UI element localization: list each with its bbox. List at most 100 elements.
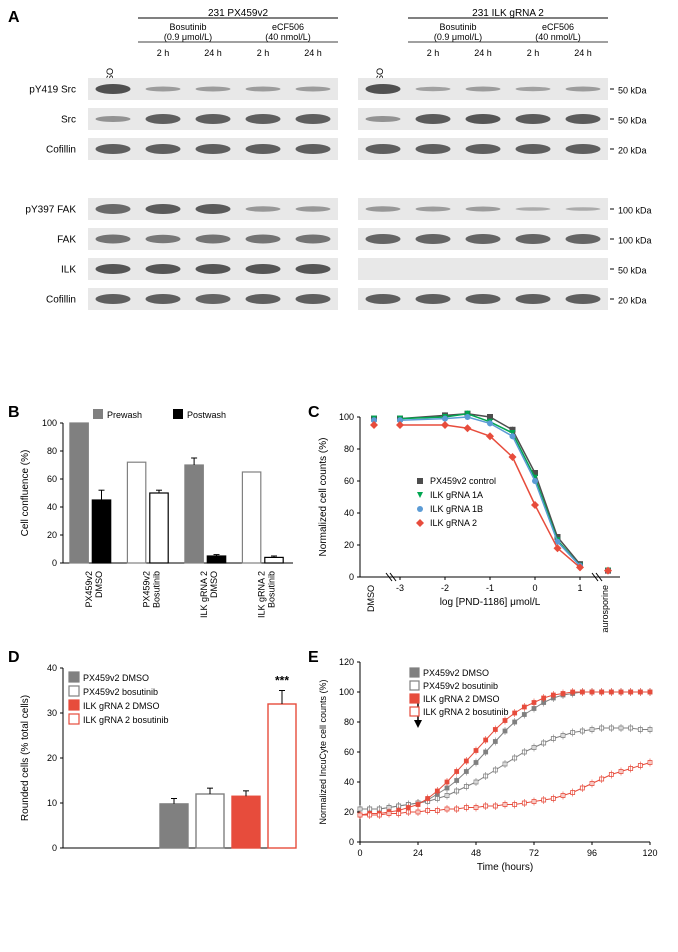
svg-text:FAK: FAK bbox=[57, 234, 76, 245]
svg-text:1: 1 bbox=[577, 583, 582, 593]
svg-text:80: 80 bbox=[344, 717, 354, 727]
svg-text:ILK gRNA 2 bosutinib: ILK gRNA 2 bosutinib bbox=[83, 715, 169, 725]
svg-text:72: 72 bbox=[529, 848, 539, 858]
svg-text:60: 60 bbox=[47, 474, 57, 484]
svg-text:40: 40 bbox=[344, 777, 354, 787]
svg-text:Rounded cells (% total cells): Rounded cells (% total cells) bbox=[20, 695, 31, 821]
svg-text:PX459v2 bosutinib: PX459v2 bosutinib bbox=[423, 681, 498, 691]
svg-text:pY419 Src: pY419 Src bbox=[29, 84, 76, 95]
svg-text:100: 100 bbox=[339, 687, 354, 697]
svg-text:eCF506: eCF506 bbox=[272, 22, 304, 32]
svg-text:Bosutinib: Bosutinib bbox=[266, 571, 276, 608]
svg-text:Postwash: Postwash bbox=[187, 410, 226, 420]
svg-text:0: 0 bbox=[349, 572, 354, 582]
panel-d: D010203040Rounded cells (% total cells)*… bbox=[8, 648, 308, 881]
svg-text:ILK gRNA 1A: ILK gRNA 1A bbox=[430, 490, 483, 500]
svg-text:Bosutinib: Bosutinib bbox=[169, 22, 206, 32]
svg-text:20: 20 bbox=[344, 540, 354, 550]
svg-text:ILK gRNA 2: ILK gRNA 2 bbox=[256, 571, 266, 618]
svg-text:Normalized cell counts (%): Normalized cell counts (%) bbox=[318, 438, 329, 557]
svg-text:100 kDa: 100 kDa bbox=[618, 205, 652, 215]
svg-text:10: 10 bbox=[47, 798, 57, 808]
panel-d-svg: D010203040Rounded cells (% total cells)*… bbox=[8, 648, 308, 878]
svg-text:(40 nmol/L): (40 nmol/L) bbox=[535, 32, 581, 42]
svg-text:2 h: 2 h bbox=[427, 48, 440, 58]
svg-text:ILK gRNA 1B: ILK gRNA 1B bbox=[430, 504, 483, 514]
svg-text:pY397 FAK: pY397 FAK bbox=[25, 204, 76, 215]
svg-text:DMSO: DMSO bbox=[366, 585, 376, 612]
svg-text:24 h: 24 h bbox=[204, 48, 222, 58]
panel-e: E020406080100120024487296120Normalized I… bbox=[308, 648, 668, 881]
svg-text:2 h: 2 h bbox=[157, 48, 170, 58]
svg-text:B: B bbox=[8, 404, 20, 421]
figure-container: A231 PX459v2231 ILK gRNA 2Bosutinib(0.9 … bbox=[0, 0, 678, 889]
svg-text:(0.9 μmol/L): (0.9 μmol/L) bbox=[164, 32, 212, 42]
svg-text:Staurosporine: Staurosporine bbox=[600, 585, 610, 633]
svg-text:231 ILK gRNA 2: 231 ILK gRNA 2 bbox=[472, 8, 544, 19]
svg-text:PX459v2 DMSO: PX459v2 DMSO bbox=[423, 668, 489, 678]
svg-text:0: 0 bbox=[349, 837, 354, 847]
svg-text:40: 40 bbox=[47, 502, 57, 512]
svg-text:100: 100 bbox=[339, 412, 354, 422]
svg-text:0: 0 bbox=[52, 843, 57, 853]
svg-text:PX459v2: PX459v2 bbox=[141, 571, 151, 608]
svg-text:DMSO: DMSO bbox=[94, 571, 104, 598]
svg-text:20: 20 bbox=[344, 807, 354, 817]
svg-text:24 h: 24 h bbox=[474, 48, 492, 58]
svg-text:***: *** bbox=[275, 674, 289, 688]
svg-text:Cofillin: Cofillin bbox=[46, 144, 76, 155]
svg-text:ILK gRNA 2: ILK gRNA 2 bbox=[430, 518, 477, 528]
panel-a: A231 PX459v2231 ILK gRNA 2Bosutinib(0.9 … bbox=[8, 8, 670, 391]
svg-text:20: 20 bbox=[47, 753, 57, 763]
svg-text:ILK gRNA 2 bosutinib: ILK gRNA 2 bosutinib bbox=[423, 707, 509, 717]
svg-text:80: 80 bbox=[344, 444, 354, 454]
svg-text:A: A bbox=[8, 9, 20, 26]
svg-text:20 kDa: 20 kDa bbox=[618, 295, 647, 305]
svg-text:2 h: 2 h bbox=[527, 48, 540, 58]
svg-text:E: E bbox=[308, 649, 319, 666]
svg-text:ILK: ILK bbox=[61, 264, 76, 275]
svg-text:PX459v2 control: PX459v2 control bbox=[430, 476, 496, 486]
svg-text:Bosutinib: Bosutinib bbox=[151, 571, 161, 608]
panel-b-svg: B020406080100Cell confluence (%)PrewashP… bbox=[8, 403, 308, 633]
svg-text:Src: Src bbox=[61, 114, 76, 125]
svg-text:120: 120 bbox=[339, 657, 354, 667]
svg-text:24: 24 bbox=[413, 848, 423, 858]
svg-text:24 h: 24 h bbox=[304, 48, 322, 58]
svg-text:Prewash: Prewash bbox=[107, 410, 142, 420]
svg-text:0: 0 bbox=[357, 848, 362, 858]
panel-b: B020406080100Cell confluence (%)PrewashP… bbox=[8, 403, 308, 636]
svg-text:50 kDa: 50 kDa bbox=[618, 265, 647, 275]
svg-text:-2: -2 bbox=[441, 583, 449, 593]
panel-e-svg: E020406080100120024487296120Normalized I… bbox=[308, 648, 668, 878]
svg-text:ILK gRNA 2 DMSO: ILK gRNA 2 DMSO bbox=[83, 701, 160, 711]
svg-text:96: 96 bbox=[587, 848, 597, 858]
svg-text:C: C bbox=[308, 404, 320, 421]
svg-text:231 PX459v2: 231 PX459v2 bbox=[208, 8, 268, 19]
svg-text:PX459v2: PX459v2 bbox=[84, 571, 94, 608]
svg-text:30: 30 bbox=[47, 708, 57, 718]
svg-text:(40 nmol/L): (40 nmol/L) bbox=[265, 32, 311, 42]
svg-text:Normalized IncuCyte cell count: Normalized IncuCyte cell counts (%) bbox=[318, 679, 328, 824]
svg-text:48: 48 bbox=[471, 848, 481, 858]
svg-text:100 kDa: 100 kDa bbox=[618, 235, 652, 245]
svg-text:PX459v2 DMSO: PX459v2 DMSO bbox=[83, 673, 149, 683]
svg-text:eCF506: eCF506 bbox=[542, 22, 574, 32]
svg-text:120: 120 bbox=[642, 848, 657, 858]
svg-text:D: D bbox=[8, 649, 20, 666]
svg-text:2 h: 2 h bbox=[257, 48, 270, 58]
svg-text:50 kDa: 50 kDa bbox=[618, 85, 647, 95]
svg-text:20 kDa: 20 kDa bbox=[618, 145, 647, 155]
panel-c: C020406080100Normalized cell counts (%)-… bbox=[308, 403, 668, 636]
svg-text:40: 40 bbox=[344, 508, 354, 518]
svg-text:DMSO: DMSO bbox=[209, 571, 219, 598]
svg-text:ILK gRNA 2: ILK gRNA 2 bbox=[199, 571, 209, 618]
svg-text:24 h: 24 h bbox=[574, 48, 592, 58]
svg-text:Time (hours): Time (hours) bbox=[477, 862, 533, 873]
svg-text:80: 80 bbox=[47, 446, 57, 456]
svg-text:Cofillin: Cofillin bbox=[46, 294, 76, 305]
svg-text:log [PND-1186] μmol/L: log [PND-1186] μmol/L bbox=[440, 597, 541, 608]
panel-a-svg: A231 PX459v2231 ILK gRNA 2Bosutinib(0.9 … bbox=[8, 8, 670, 388]
svg-text:Bosutinib: Bosutinib bbox=[439, 22, 476, 32]
svg-text:PX459v2 bosutinib: PX459v2 bosutinib bbox=[83, 687, 158, 697]
